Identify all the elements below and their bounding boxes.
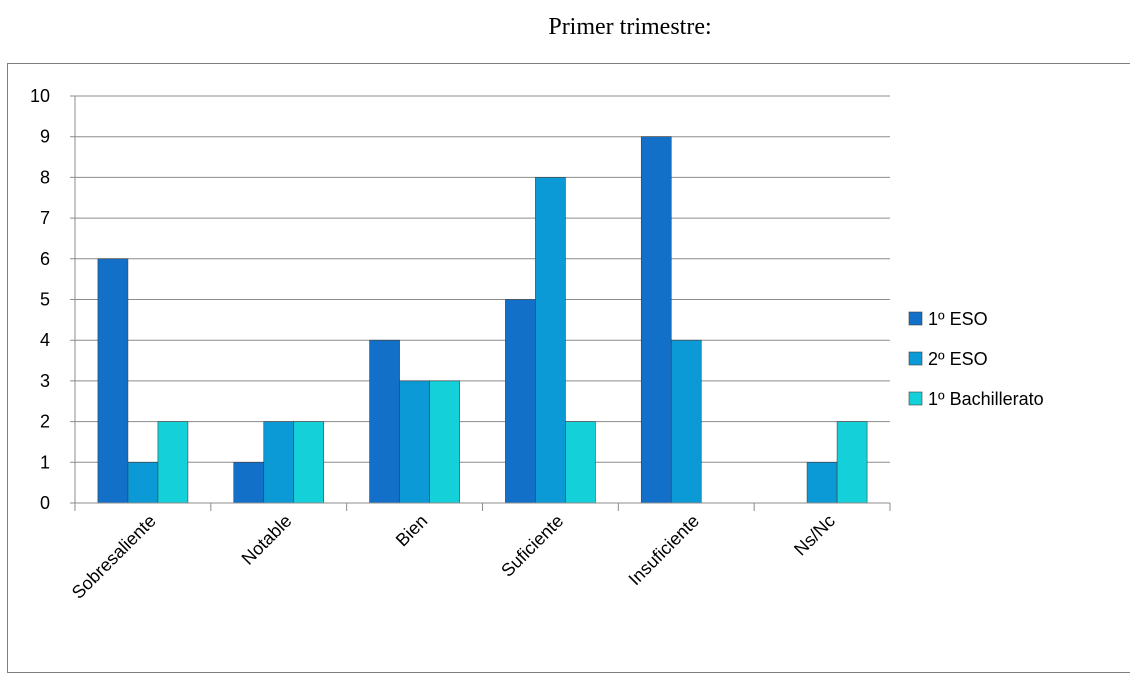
y-tick-label: 2 <box>40 412 50 432</box>
bar <box>640 136 672 504</box>
category-label: Ns/Nc <box>790 511 839 560</box>
y-tick-label: 3 <box>40 371 50 391</box>
bar <box>565 421 596 504</box>
bar <box>369 339 400 504</box>
legend-swatch <box>908 391 923 406</box>
y-tick-label: 1 <box>40 452 50 472</box>
category-label: Sobresaliente <box>68 511 160 603</box>
bar <box>263 421 295 504</box>
bar <box>399 380 430 504</box>
bar <box>806 461 838 504</box>
bar <box>127 461 159 504</box>
legend-swatch <box>908 351 923 366</box>
category-label: Bien <box>392 511 432 551</box>
page-title: Primer trimestre: <box>548 14 712 40</box>
bar <box>233 461 265 504</box>
y-tick-label: 9 <box>40 127 50 147</box>
category-label: Insuficiente <box>625 511 704 590</box>
legend-label: 2º ESO <box>928 349 988 369</box>
y-tick-label: 5 <box>40 290 50 310</box>
legend-swatch <box>908 311 923 326</box>
y-tick-label: 0 <box>40 493 50 513</box>
bar <box>429 380 460 504</box>
bar <box>157 421 189 504</box>
y-tick-label: 4 <box>40 330 50 350</box>
bar <box>670 339 702 504</box>
y-tick-label: 10 <box>30 86 50 106</box>
bar <box>535 177 566 504</box>
bar-chart: 0 1 2 3 4 5 6 7 8 9 10 Sobresaliente Notable Bien Sufi… <box>30 86 1044 603</box>
bar <box>97 258 129 504</box>
category-label: Suficiente <box>497 511 567 581</box>
y-tick-label: 8 <box>40 167 50 187</box>
bar <box>293 421 325 504</box>
bar <box>836 421 868 504</box>
y-tick-label: 7 <box>40 208 50 228</box>
bar <box>505 299 536 504</box>
legend-label: 1º Bachillerato <box>928 389 1044 409</box>
y-tick-label: 6 <box>40 249 50 269</box>
category-label: Notable <box>238 511 296 569</box>
legend-label: 1º ESO <box>928 309 988 329</box>
